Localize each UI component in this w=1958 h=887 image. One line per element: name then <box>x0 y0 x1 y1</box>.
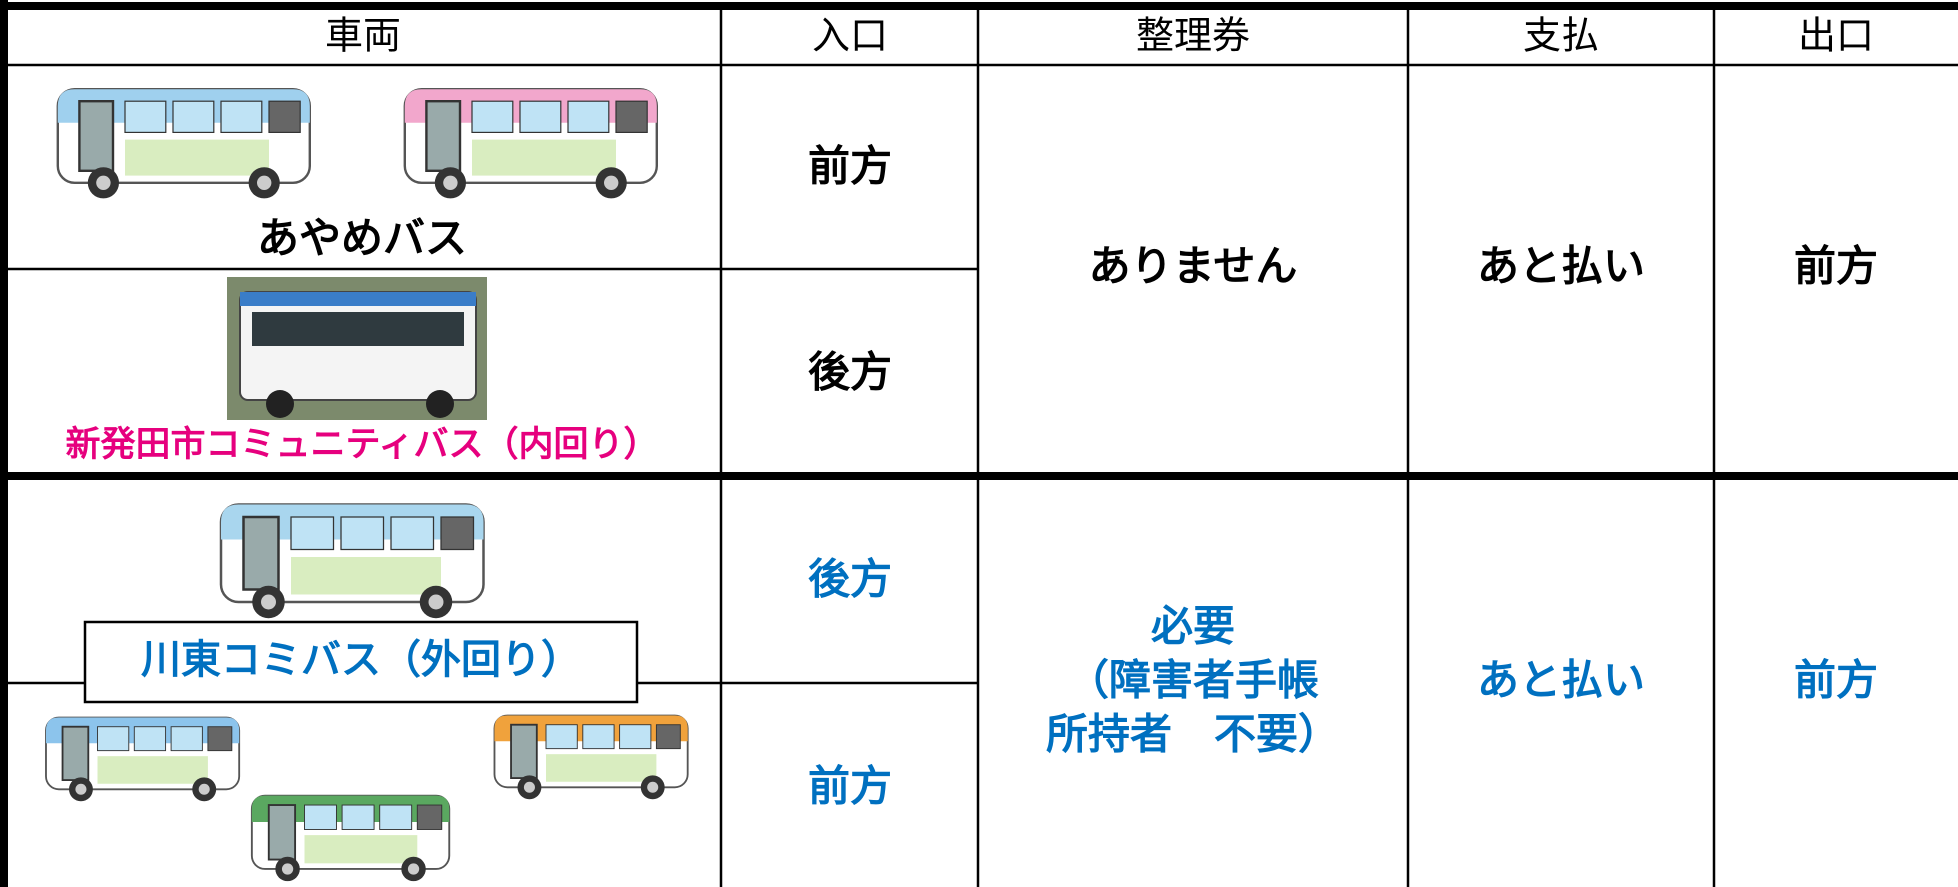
vehicle-name: 新発田市コミュニティバス（内回り） <box>66 425 659 465</box>
ticket-line: ありません <box>1089 242 1298 291</box>
label-box <box>83 620 639 704</box>
bus-image <box>56 87 312 200</box>
header-cell: 入口 <box>812 14 888 58</box>
bus-image <box>44 716 241 803</box>
exit: 前方 <box>1794 242 1878 291</box>
header-cell: 整理券 <box>1136 14 1250 58</box>
entrance: 前方 <box>808 762 892 811</box>
vehicle-name: 川東コミバス（外回り） <box>141 637 581 683</box>
header-cell: 出口 <box>1798 14 1874 58</box>
entrance: 後方 <box>808 348 892 397</box>
ticket-line: 必要 <box>1151 602 1235 651</box>
entrance: 後方 <box>808 555 892 604</box>
payment: あと払い <box>1477 656 1645 705</box>
vehicle-name: あやめバス <box>257 214 467 263</box>
bus-image <box>493 714 689 801</box>
ticket: ありません <box>1089 242 1298 291</box>
entrance: 前方 <box>808 142 892 191</box>
exit: 前方 <box>1794 656 1878 705</box>
payment: あと払い <box>1477 242 1645 291</box>
ticket-line: 所持者 不要） <box>1046 710 1340 759</box>
bus-image <box>403 87 659 200</box>
header-cell: 車両 <box>325 14 401 58</box>
ticket-line: （障害者手帳 <box>1067 656 1319 705</box>
bus-photo <box>227 277 487 420</box>
bus-image <box>219 503 485 620</box>
bus-image <box>250 794 451 883</box>
header-cell: 支払 <box>1523 14 1599 58</box>
